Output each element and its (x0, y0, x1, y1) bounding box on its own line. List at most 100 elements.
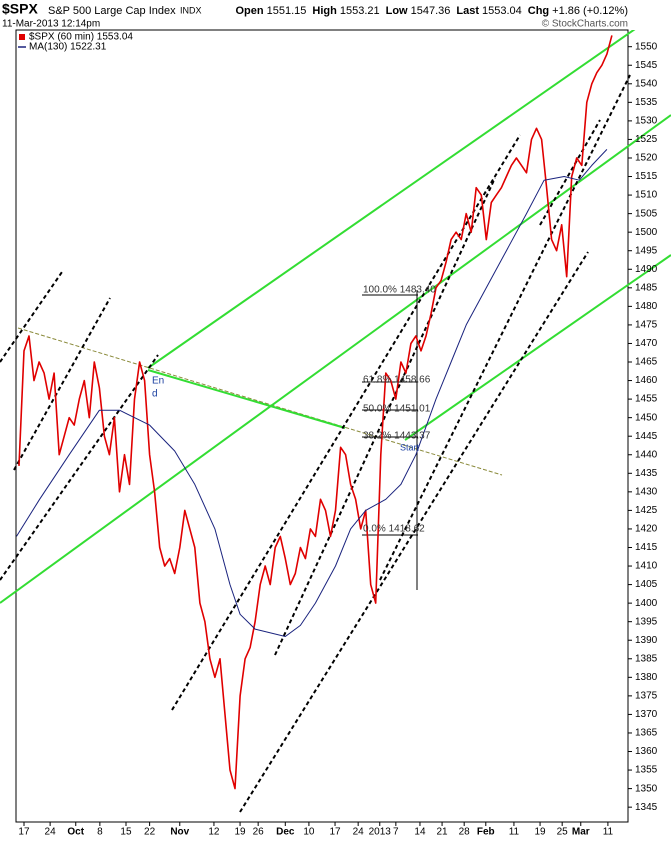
y-tick-label: 1505 (635, 208, 658, 219)
y-tick-label: 1460 (635, 375, 658, 386)
fib-label: 100.0% 1483.40 (363, 285, 436, 296)
y-tick-label: 1450 (635, 412, 658, 423)
fib-label: 61.8% 1458.66 (363, 375, 431, 386)
y-tick-label: 1510 (635, 190, 658, 201)
x-tick-label: 24 (45, 827, 57, 838)
quote-value: 1553.04 (482, 5, 522, 17)
y-tick-label: 1440 (635, 449, 658, 460)
x-tick-label: 11 (509, 827, 520, 838)
y-tick-label: 1520 (635, 153, 658, 164)
x-tick-label: 24 (353, 827, 365, 838)
y-tick-label: 1535 (635, 97, 658, 108)
y-tick-label: 1425 (635, 505, 658, 516)
y-tick-label: 1385 (635, 653, 658, 664)
x-tick-label: Dec (276, 827, 295, 838)
trendline (0, 271, 63, 363)
y-tick-label: 1470 (635, 338, 658, 349)
trendlines (0, 30, 671, 813)
y-tick-label: 1415 (635, 542, 658, 553)
x-tick-label: 7 (393, 827, 399, 838)
x-tick-label: 2013 (369, 827, 392, 838)
y-tick-label: 1355 (635, 765, 658, 776)
quote-value: +1.86 (+0.12%) (552, 5, 628, 17)
annotation: En (152, 376, 164, 387)
x-tick-label: 15 (120, 827, 132, 838)
y-tick-label: 1445 (635, 431, 658, 442)
plot-area (15, 29, 629, 823)
trendline (17, 327, 503, 476)
x-tick-label: 22 (144, 827, 156, 838)
y-tick-label: 1475 (635, 320, 658, 331)
quote-value: 1551.15 (267, 5, 307, 17)
y-tick-label: 1430 (635, 486, 658, 497)
quote-label: Open (236, 5, 264, 17)
series-layer (16, 35, 613, 790)
trendline (539, 119, 601, 226)
x-tick-label: 19 (534, 827, 546, 838)
quote-label: High (312, 5, 337, 17)
quote-value: 1547.36 (411, 5, 451, 17)
y-tick-label: 1500 (635, 227, 658, 238)
quote-value: 1553.21 (340, 5, 380, 17)
y-tick-label: 1480 (635, 301, 658, 312)
y-tick-label: 1380 (635, 672, 658, 683)
y-tick-label: 1370 (635, 709, 658, 720)
series-line (16, 149, 608, 637)
x-tick-label: 26 (253, 827, 265, 838)
legend-label: MA(130) 1522.31 (29, 42, 107, 53)
trendline (147, 30, 636, 369)
y-tick-label: 1525 (635, 134, 658, 145)
fib-label: 0.0% 1418.62 (363, 524, 425, 535)
chart-title: $SPX (2, 1, 38, 17)
chart-subtitle: S&P 500 Large Cap Index (48, 5, 176, 17)
x-tick-label: Mar (572, 827, 590, 838)
y-tick-label: 1455 (635, 394, 658, 405)
trendline (171, 134, 521, 711)
y-tick-label: 1395 (635, 616, 658, 627)
y-tick-label: 1350 (635, 783, 658, 794)
exchange: INDX (180, 5, 202, 15)
quote-label: Last (456, 5, 479, 17)
y-tick-label: 1550 (635, 41, 658, 52)
trendline (147, 369, 346, 429)
annotation: Start (400, 442, 420, 452)
trendline (404, 254, 671, 441)
legend-swatch (19, 34, 25, 40)
x-tick-label: 8 (97, 827, 103, 838)
y-tick-label: 1490 (635, 264, 658, 275)
fib-label: 50.0% 1451.01 (363, 404, 431, 415)
date: 11-Mar-2013 12:14pm (2, 19, 100, 30)
x-tick-label: 25 (557, 827, 569, 838)
annotation: d (152, 389, 158, 400)
x-tick-label: 10 (303, 827, 315, 838)
y-tick-label: 1360 (635, 746, 658, 757)
x-tick-label: 17 (329, 827, 341, 838)
trendline (0, 354, 159, 581)
quote: Open 1551.15 High 1553.21 Low 1547.36 Last 1553… (236, 5, 629, 17)
y-tick-label: 1485 (635, 282, 658, 293)
trendline (239, 251, 589, 813)
x-tick-label: 17 (18, 827, 30, 838)
x-tick-label: 12 (208, 827, 220, 838)
y-tick-label: 1530 (635, 116, 658, 127)
y-tick-label: 1375 (635, 691, 658, 702)
y-tick-label: 1400 (635, 598, 658, 609)
x-tick-label: Feb (477, 827, 495, 838)
y-tick-label: 1540 (635, 78, 658, 89)
x-tick-label: 21 (437, 827, 449, 838)
x-tick-label: 28 (459, 827, 471, 838)
y-tick-label: 1345 (635, 802, 658, 813)
x-tick-label: 14 (414, 827, 426, 838)
y-tick-label: 1545 (635, 60, 658, 71)
y-tick-label: 1410 (635, 561, 658, 572)
y-tick-label: 1515 (635, 171, 658, 182)
trendline (379, 74, 631, 581)
y-tick-label: 1495 (635, 245, 658, 256)
trendline (0, 114, 671, 604)
y-tick-label: 1365 (635, 728, 658, 739)
y-tick-label: 1390 (635, 635, 658, 646)
y-tick-label: 1435 (635, 468, 658, 479)
y-tick-label: 1405 (635, 579, 658, 590)
